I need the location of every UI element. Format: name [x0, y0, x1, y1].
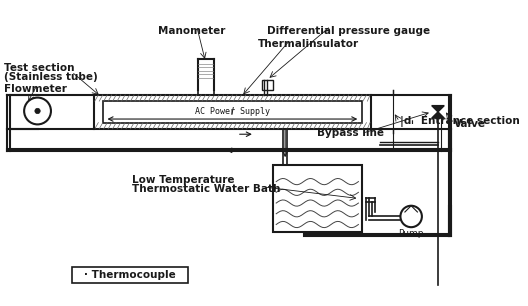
Text: Valve: Valve: [454, 118, 486, 129]
Text: Thermalinsulator: Thermalinsulator: [258, 39, 359, 50]
Polygon shape: [432, 112, 444, 118]
Text: · Thermocouple: · Thermocouple: [84, 270, 175, 280]
Text: Thermostatic Water Bath: Thermostatic Water Bath: [133, 184, 281, 194]
Bar: [94, 95, 371, 129]
Bar: [272, 165, 362, 232]
Text: l: l: [231, 107, 234, 117]
Bar: [262, 80, 272, 91]
Text: Flowmeter: Flowmeter: [4, 84, 68, 94]
Text: AC Power Supply: AC Power Supply: [195, 107, 270, 116]
Text: (Stainless tube): (Stainless tube): [4, 72, 98, 82]
Text: Pump: Pump: [399, 229, 424, 238]
Text: Bypass line: Bypass line: [317, 128, 384, 138]
Text: Low Temperature: Low Temperature: [133, 175, 235, 185]
Text: Manometer: Manometer: [158, 26, 226, 36]
Polygon shape: [432, 106, 444, 112]
Bar: [71, 267, 187, 283]
Circle shape: [35, 108, 40, 114]
Text: Differential pressure gauge: Differential pressure gauge: [267, 26, 430, 36]
Text: |dᵢ  Entrance section: |dᵢ Entrance section: [400, 116, 520, 127]
Text: Test section: Test section: [4, 63, 75, 73]
Bar: [103, 101, 362, 123]
